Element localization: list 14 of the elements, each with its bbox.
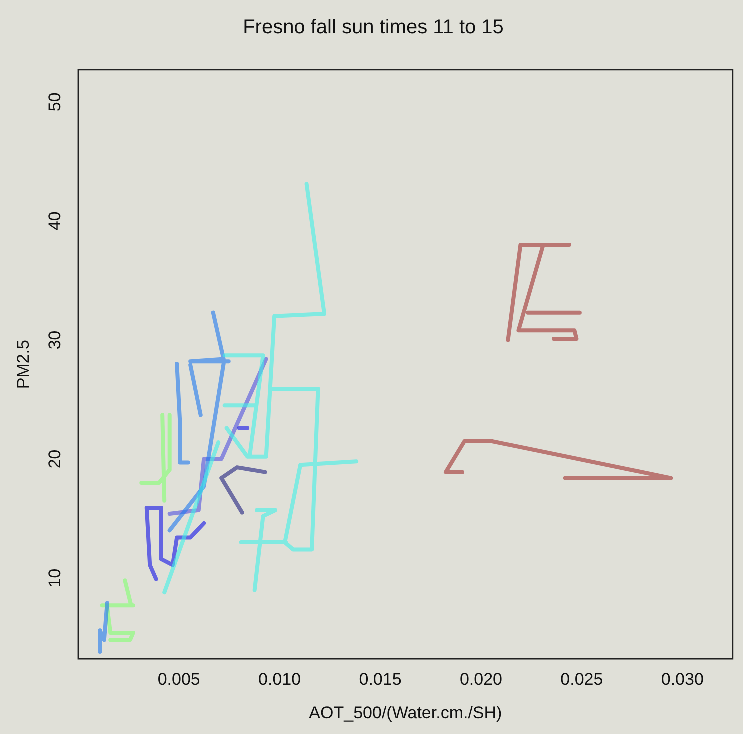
x-tick-label: 0.015 <box>359 670 402 690</box>
x-tick-label: 0.030 <box>661 670 704 690</box>
y-tick-label: 30 <box>46 330 65 350</box>
y-axis-title: PM2.5 <box>14 340 33 390</box>
y-tick-label: 40 <box>46 212 65 231</box>
x-tick-label: 0.005 <box>158 670 200 690</box>
chart-title: Fresno fall sun times 11 to 15 <box>243 16 504 39</box>
y-tick-label: 10 <box>46 568 65 588</box>
x-tick-label: 0.025 <box>560 670 604 690</box>
x-tick-label: 0.010 <box>258 670 302 690</box>
y-tick-label: 20 <box>46 450 65 469</box>
x-axis-title: AOT_500/(Water.cm./SH) <box>309 703 502 722</box>
y-tick-label: 50 <box>46 92 65 112</box>
x-tick-label: 0.020 <box>460 670 503 690</box>
